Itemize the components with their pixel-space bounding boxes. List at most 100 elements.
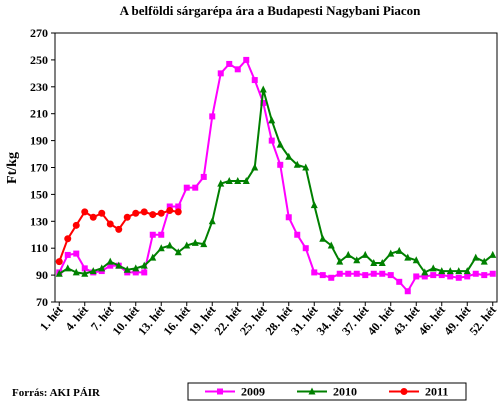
data-point [310,201,318,209]
data-point [379,270,386,277]
data-point [429,264,437,272]
legend-marker [217,388,223,395]
data-point [378,258,386,266]
data-point [438,272,445,279]
data-point [412,256,420,264]
data-point [73,250,80,257]
data-point [132,209,140,217]
data-point [217,70,224,77]
data-point [472,253,480,261]
data-point [140,208,148,216]
data-point [268,137,275,144]
data-point [209,113,216,120]
data-point [447,273,454,280]
data-point [361,250,369,258]
data-point [421,268,429,276]
data-point [345,270,352,277]
data-point [225,176,233,184]
data-point [268,116,276,124]
y-tick-label: 130 [30,214,48,228]
data-point [200,240,208,248]
data-point [81,208,89,216]
data-point [362,272,369,279]
data-point [55,269,63,277]
data-point [132,264,140,272]
data-point [404,253,412,261]
data-point [72,268,80,276]
data-point [64,235,72,243]
data-point [132,269,139,276]
data-point [89,267,97,275]
data-point [396,278,403,285]
data-point [293,160,301,168]
data-point [353,270,360,277]
data-point [174,208,182,216]
data-point [149,253,157,261]
y-tick-label: 250 [30,53,48,67]
data-point [64,264,72,272]
chart-title: A belföldi sárgarépa ára a Budapesti Nag… [120,3,422,18]
data-point [234,66,241,73]
data-point [81,269,89,277]
data-point [302,245,309,252]
data-point [327,241,335,249]
data-point [481,272,488,279]
data-point [430,272,437,279]
y-tick-label: 190 [30,134,48,148]
legend-label: 2010 [333,385,357,399]
y-tick-label: 110 [31,241,48,255]
data-point [251,77,258,84]
data-point [370,270,377,277]
data-point [489,270,496,277]
series-line [58,58,493,293]
data-point [387,272,394,279]
data-point [149,231,156,238]
data-point [174,248,182,256]
data-point [387,249,395,257]
data-point [285,214,292,221]
source: Forrás: AKI PÁIR [12,387,101,399]
data-point [115,261,123,269]
data-point [208,217,216,225]
legend-marker [308,387,316,395]
data-point [98,209,106,217]
data-point [413,273,420,280]
data-point [370,258,378,266]
data-point [395,246,403,254]
data-point [472,270,479,277]
data-point [200,173,207,180]
data-point [140,261,148,269]
data-point [353,256,361,264]
y-tick-label: 70 [36,295,48,309]
data-point [191,238,199,246]
data-point [464,273,471,280]
data-point [251,163,259,171]
data-point [107,262,114,269]
data-point [242,176,250,184]
data-point [183,241,191,249]
data-point [404,288,411,295]
data-point [336,257,344,265]
data-point [455,267,463,275]
data-point [158,231,165,238]
data-point [276,140,284,148]
data-point [311,269,318,276]
y-tick-label: 230 [30,80,48,94]
data-point [106,257,114,265]
y-tick-label: 270 [30,26,48,40]
data-point [81,265,88,272]
data-point [438,267,446,275]
data-point [319,234,327,242]
data-point [123,265,131,273]
data-point [98,264,106,272]
data-point [106,220,114,228]
y-tick-label: 150 [30,187,48,201]
data-point [175,203,182,210]
data-point [64,251,71,258]
data-point [166,241,174,249]
data-point [259,85,267,93]
data-point [72,221,80,229]
y-tick-label: 210 [30,107,48,121]
